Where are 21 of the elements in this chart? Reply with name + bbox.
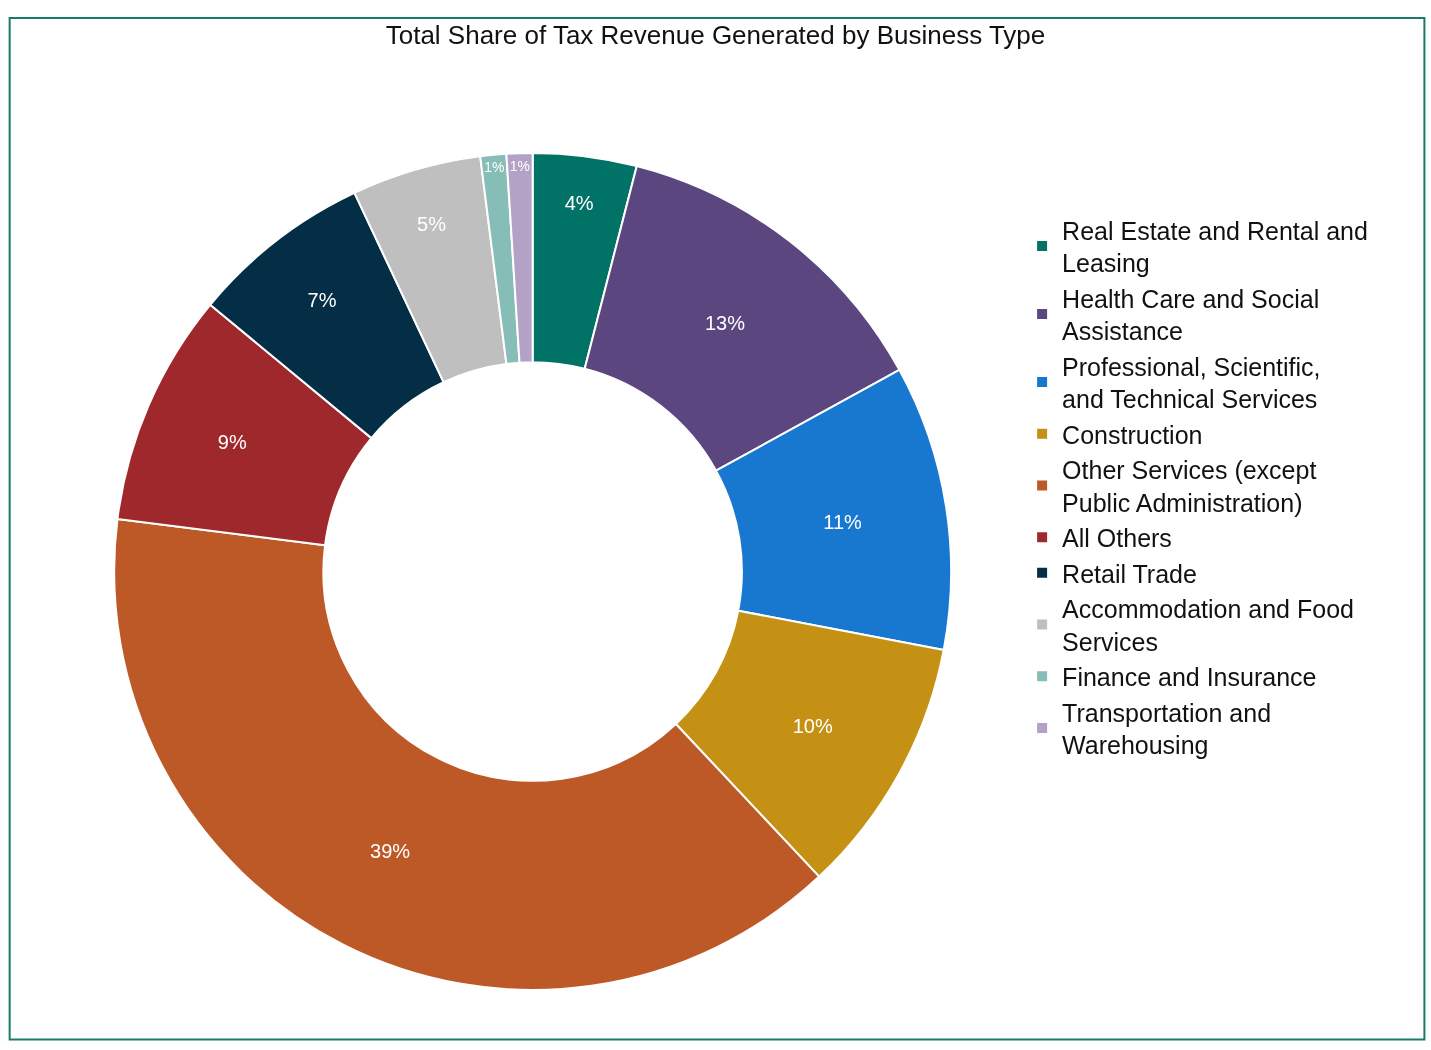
data-label: 4% [564,191,594,214]
legend-label: Transportation and Warehousing [1062,698,1272,759]
data-label: 9% [217,430,247,453]
legend-label: Construction [1062,420,1203,449]
legend-label: Health Care and Social Assistance [1062,284,1320,345]
legend-label: Accommodation and Food Services [1062,595,1354,656]
legend-label: Professional, Scientific, and Technical Services [1062,352,1321,413]
legend-label: Retail Trade [1062,559,1197,588]
data-label: 13% [704,312,746,335]
data-label: 39% [370,840,411,863]
data-label: 1% [509,157,530,174]
legend-label: Other Services (except Public Administration) [1062,456,1317,517]
data-label: 11% [823,511,863,534]
legend-label: Finance and Insurance [1062,663,1317,691]
chart-title: Total Share of Tax Revenue Generated by Business Type [385,20,1046,51]
data-label: 5% [417,212,447,235]
legend-label: All Others [1062,524,1172,552]
legend-label: Real Estate and Rental and Leasing [1062,216,1368,277]
data-label: 1% [484,159,505,176]
data-label: 10% [792,714,833,737]
data-label: 7% [307,289,337,312]
